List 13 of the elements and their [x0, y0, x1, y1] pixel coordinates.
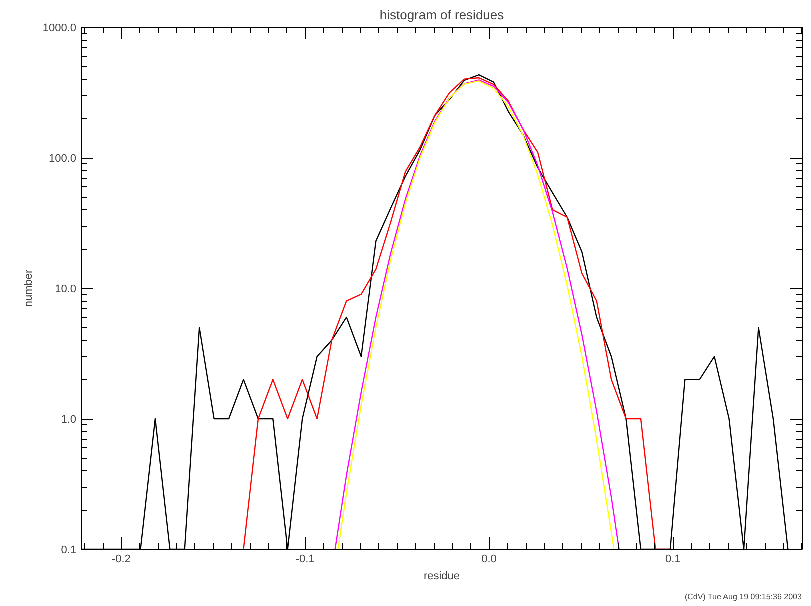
x-tick-label: 0.0	[482, 554, 497, 566]
x-tick-label: 0.1	[666, 554, 681, 566]
x-tick-label: -0.2	[112, 554, 131, 566]
x-tick-label: -0.1	[296, 554, 315, 566]
text: (CdV) Tue Aug 19 09:15:36 2003	[684, 592, 802, 602]
y-tick-label: 1.0	[61, 414, 77, 426]
y-tick-label: 100.0	[48, 153, 77, 165]
y-tick-label: 1000.0	[42, 22, 77, 34]
chart-title: histogram of residues	[380, 8, 505, 22]
y-tick-label: 10.0	[55, 284, 77, 296]
y-axis-title: number	[22, 270, 35, 308]
y-tick-label: 0.1	[61, 544, 77, 556]
x-axis-title: residue	[424, 570, 460, 582]
